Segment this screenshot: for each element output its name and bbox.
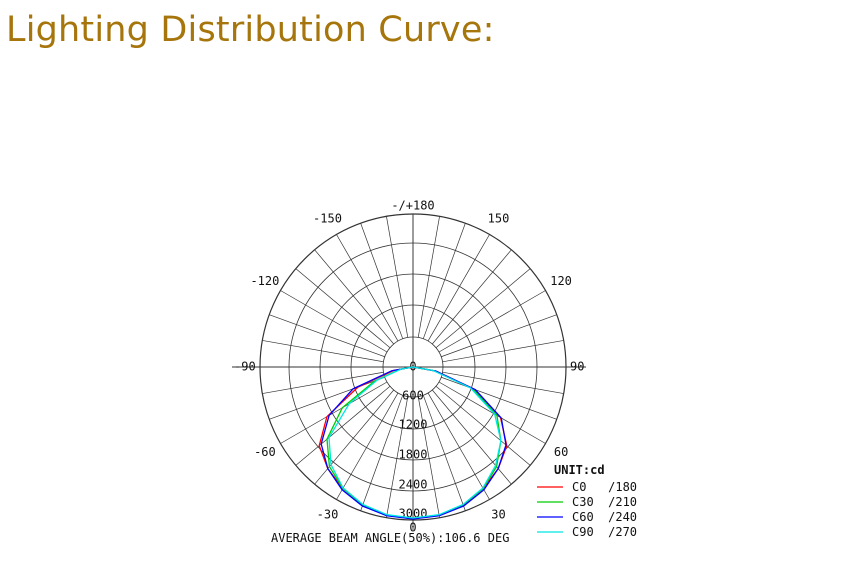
grid-spoke (314, 389, 394, 485)
radial-tick-label: 2400 (399, 478, 428, 492)
grid-spoke (435, 386, 531, 466)
angle-label: 30 (491, 508, 505, 522)
grid-spoke (442, 340, 564, 363)
grid-spoke (386, 216, 409, 338)
grid-spoke (441, 314, 557, 358)
grid-spoke (314, 249, 394, 345)
radial-tick-label: 1800 (399, 448, 428, 462)
grid-spoke (427, 392, 490, 500)
angle-label: 150 (488, 211, 510, 225)
angle-label: 120 (550, 274, 572, 288)
grid-spoke (417, 396, 440, 518)
angle-label: -90 (234, 360, 256, 374)
angle-label: -150 (313, 211, 342, 225)
angle-label: 0 (409, 521, 416, 535)
angle-label: 60 (554, 445, 568, 459)
grid-spoke (442, 371, 564, 394)
grid-spoke (269, 314, 385, 358)
legend-entry: C0 /180 (572, 480, 637, 494)
grid-spoke (336, 392, 399, 500)
legend-entry: C30 /210 (572, 495, 637, 509)
grid-spoke (432, 249, 512, 345)
grid-spoke (262, 371, 384, 394)
grid-spoke (427, 234, 490, 342)
angle-labels: -/+180 150 120 90 60 30 0 -30 -60 -90 -120 -150 (234, 199, 584, 535)
grid-spoke (262, 340, 384, 363)
angle-label: -30 (317, 508, 339, 522)
angle-label: -/+180 (391, 199, 434, 213)
grid-spoke (295, 386, 391, 466)
radial-tick-label: 0 (409, 360, 416, 374)
legend-entry: C60 /240 (572, 510, 637, 524)
legend-entry: C90 /270 (572, 525, 637, 539)
polar-grid (232, 213, 586, 530)
grid-spoke (417, 216, 440, 338)
grid-spoke (280, 290, 388, 353)
grid-spoke (360, 223, 404, 339)
grid-spoke (269, 376, 385, 420)
grid-spoke (360, 395, 404, 511)
curve-series (320, 366, 507, 520)
page-title: Lighting Distribution Curve: (6, 10, 495, 50)
grid-spoke (438, 290, 546, 353)
beam-angle-footer: AVERAGE BEAM ANGLE(50%):106.6 DEG (271, 531, 509, 545)
grid-spoke (295, 268, 391, 348)
grid-spoke (438, 381, 546, 444)
grid-spoke (336, 234, 399, 342)
distribution-curves (318, 366, 508, 520)
grid-spoke (280, 381, 388, 444)
angle-label: -60 (254, 445, 276, 459)
radial-tick-label: 600 (402, 389, 424, 403)
radial-tick-label: 1200 (399, 418, 428, 432)
grid-spoke (422, 395, 466, 511)
curve-series (328, 366, 502, 519)
grid-spoke (441, 376, 557, 420)
angle-label: 90 (570, 360, 584, 374)
grid-spoke (435, 268, 531, 348)
grid-spoke (422, 223, 466, 339)
angle-label: -120 (250, 274, 279, 288)
grid-spoke (386, 396, 409, 518)
unit-label: UNIT:cd (554, 463, 605, 477)
